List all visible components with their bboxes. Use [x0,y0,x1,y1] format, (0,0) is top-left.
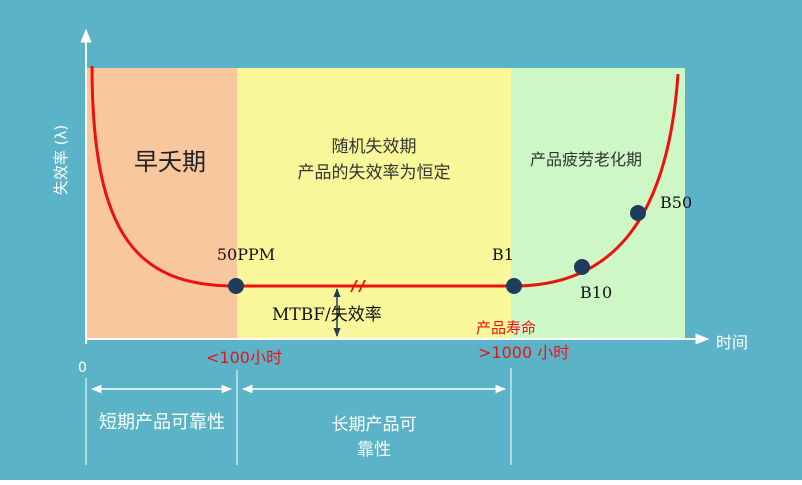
y-axis-label: 失效率 (λ) [52,125,70,195]
early-failure-zone [86,68,237,339]
origin-label: 0 [78,360,87,376]
product-life-time: >1000 小时 [478,343,569,362]
random-failure-zone [237,68,511,339]
point-50ppm [228,278,244,294]
point-b10 [574,259,590,275]
label-b10: B10 [580,283,612,302]
long-term-reliability-line1: 长期产品可 [332,415,417,435]
wearout-zone [511,68,685,339]
label-50ppm: 50PPM [217,245,275,264]
x-axis-label: 时间 [716,333,748,352]
random-zone-label-line2: 产品的失效率为恒定 [298,163,451,183]
random-zone-label-line1: 随机失效期 [332,137,417,157]
mtbf-label: MTBF/失效率 [272,305,382,325]
break-mark [358,279,366,293]
point-b50 [630,205,646,221]
label-b1: B1 [492,245,514,264]
product-life-label: 产品寿命 [476,319,536,337]
wearout-zone-label: 产品疲劳老化期 [530,150,642,169]
early-time-label: <100小时 [206,348,282,367]
long-term-reliability-line2: 靠性 [357,440,391,460]
bathtub-curve [90,65,680,288]
short-term-reliability-label: 短期产品可靠性 [99,412,225,433]
label-b50: B50 [660,193,692,212]
point-b1 [506,278,522,294]
early-zone-label: 早夭期 [134,148,206,176]
break-mark [350,279,358,293]
